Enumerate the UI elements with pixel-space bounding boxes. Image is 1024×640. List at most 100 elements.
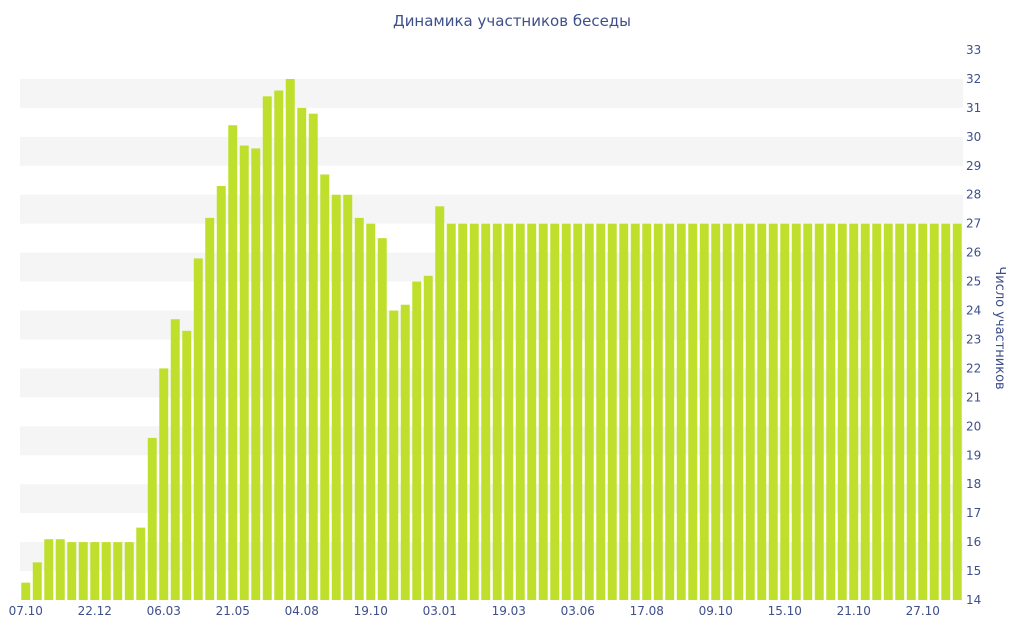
bar	[354, 217, 364, 600]
bar	[895, 223, 905, 600]
bar	[515, 223, 525, 600]
bar	[596, 223, 606, 600]
x-tick-label: 21.10	[837, 604, 871, 618]
bar	[331, 194, 341, 601]
x-tick-label: 19.10	[354, 604, 388, 618]
bar	[849, 223, 859, 600]
bar	[837, 223, 847, 600]
bar	[389, 310, 399, 600]
bar	[918, 223, 928, 600]
bar	[699, 223, 709, 600]
bar	[205, 217, 215, 600]
bar	[170, 319, 180, 600]
bar	[527, 223, 537, 600]
bar	[113, 542, 123, 600]
bar	[308, 113, 318, 601]
y-tick-label: 19	[966, 448, 981, 462]
bar	[32, 562, 42, 600]
bar	[722, 223, 732, 600]
bar	[665, 223, 675, 600]
grid-band	[20, 78, 963, 108]
x-tick-label: 06.03	[147, 604, 181, 618]
bar	[285, 78, 295, 600]
y-tick-label: 30	[966, 130, 981, 144]
bar	[929, 223, 939, 600]
bar	[228, 125, 238, 600]
bar	[193, 258, 203, 600]
bar	[550, 223, 560, 600]
bar	[78, 542, 88, 600]
bar	[366, 223, 376, 600]
bar	[538, 223, 548, 600]
bar	[826, 223, 836, 600]
bar	[791, 223, 801, 600]
x-tick-label: 21.05	[216, 604, 250, 618]
bar	[412, 281, 422, 600]
bar	[136, 527, 146, 600]
y-tick-label: 14	[966, 593, 981, 607]
bar	[297, 107, 307, 600]
bar	[44, 539, 54, 600]
y-tick-label: 32	[966, 72, 981, 86]
x-tick-label: 19.03	[492, 604, 526, 618]
y-tick-label: 31	[966, 101, 981, 115]
bars	[21, 78, 962, 601]
bar	[573, 223, 583, 600]
grid-band	[20, 136, 963, 166]
bar	[941, 223, 951, 600]
bar	[343, 194, 353, 601]
bar	[584, 223, 594, 600]
bar	[952, 223, 962, 600]
y-tick-label: 25	[966, 275, 981, 289]
bar	[481, 223, 491, 600]
y-tick-label: 33	[966, 43, 981, 57]
bar	[262, 96, 272, 600]
bar	[274, 90, 284, 600]
bar	[147, 437, 157, 600]
bar	[446, 223, 456, 600]
bar	[492, 223, 502, 600]
y-axis-ticks: 14 15 16 17 18 19 20 21 22 23 24 25 26 27 28 29 30 31 32 33	[966, 43, 981, 607]
bar	[619, 223, 629, 600]
bar	[803, 223, 813, 600]
y-tick-label: 27	[966, 217, 981, 231]
bar	[906, 223, 916, 600]
bar	[377, 238, 387, 600]
bar	[90, 542, 100, 600]
x-tick-label: 09.10	[699, 604, 733, 618]
bar	[860, 223, 870, 600]
y-tick-label: 15	[966, 564, 981, 578]
bar	[55, 539, 65, 600]
y-tick-label: 28	[966, 188, 981, 202]
bar	[124, 542, 134, 600]
bar	[883, 223, 893, 600]
bar	[768, 223, 778, 600]
bar	[320, 174, 330, 600]
bar	[642, 223, 652, 600]
bar	[21, 582, 31, 600]
y-tick-label: 23	[966, 332, 981, 346]
x-tick-label: 03.01	[423, 604, 457, 618]
bar	[688, 223, 698, 600]
y-tick-label: 22	[966, 361, 981, 375]
bar	[458, 223, 468, 600]
bar	[607, 223, 617, 600]
x-tick-label: 22.12	[78, 604, 112, 618]
bar	[561, 223, 571, 600]
bar	[435, 206, 445, 600]
x-tick-label: 07.10	[9, 604, 43, 618]
bar	[814, 223, 824, 600]
grid-band	[20, 194, 963, 224]
bar	[745, 223, 755, 600]
x-tick-label: 15.10	[768, 604, 802, 618]
y-tick-label: 24	[966, 304, 981, 318]
bar	[400, 304, 410, 600]
bar	[780, 223, 790, 600]
x-tick-label: 04.08	[285, 604, 319, 618]
y-tick-label: 29	[966, 159, 981, 173]
bar	[239, 145, 249, 600]
y-tick-label: 26	[966, 246, 981, 260]
bar	[630, 223, 640, 600]
y-tick-label: 18	[966, 477, 981, 491]
